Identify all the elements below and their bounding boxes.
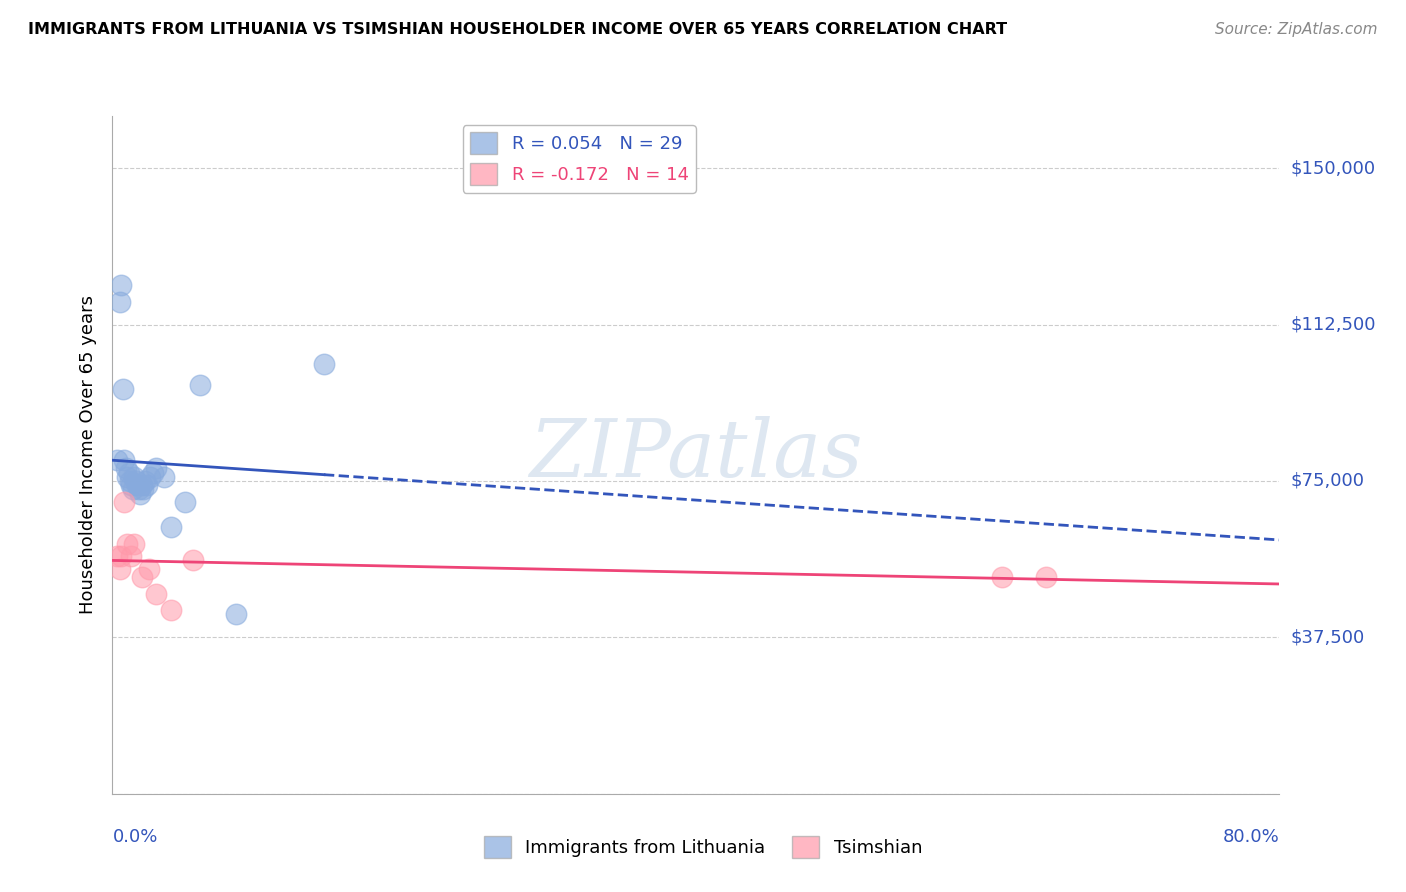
Point bbox=[134, 474, 156, 488]
Text: $150,000: $150,000 bbox=[1291, 159, 1375, 178]
Point bbox=[122, 483, 145, 497]
Point bbox=[110, 549, 132, 563]
Text: $112,500: $112,500 bbox=[1291, 316, 1376, 334]
Point bbox=[160, 603, 183, 617]
Point bbox=[1035, 570, 1057, 584]
Point bbox=[145, 587, 167, 601]
Point bbox=[131, 478, 153, 492]
Point bbox=[174, 495, 197, 509]
Point bbox=[125, 474, 148, 488]
Point bbox=[181, 553, 204, 567]
Point bbox=[105, 453, 128, 467]
Point bbox=[110, 277, 132, 292]
Point bbox=[128, 483, 150, 497]
Point bbox=[117, 466, 139, 480]
Point bbox=[124, 536, 146, 550]
Point bbox=[138, 561, 160, 575]
Text: ZIPatlas: ZIPatlas bbox=[529, 417, 863, 493]
Point bbox=[129, 486, 152, 500]
Text: Source: ZipAtlas.com: Source: ZipAtlas.com bbox=[1215, 22, 1378, 37]
Point bbox=[118, 474, 141, 488]
Point bbox=[312, 357, 335, 371]
Point bbox=[132, 483, 155, 497]
Point bbox=[124, 470, 146, 484]
Text: 80.0%: 80.0% bbox=[1223, 828, 1279, 846]
Point bbox=[145, 461, 167, 475]
Point bbox=[115, 470, 138, 484]
Point bbox=[136, 478, 159, 492]
Point bbox=[991, 570, 1014, 584]
Legend: R = 0.054   N = 29, R = -0.172   N = 14: R = 0.054 N = 29, R = -0.172 N = 14 bbox=[463, 125, 696, 193]
Point bbox=[111, 382, 134, 396]
Point bbox=[188, 378, 211, 392]
Point bbox=[105, 549, 128, 563]
Point bbox=[120, 478, 142, 492]
Point bbox=[112, 495, 135, 509]
Point bbox=[114, 461, 136, 475]
Point bbox=[112, 453, 135, 467]
Legend: Immigrants from Lithuania, Tsimshian: Immigrants from Lithuania, Tsimshian bbox=[477, 829, 929, 865]
Point bbox=[127, 478, 149, 492]
Point bbox=[108, 294, 131, 309]
Point bbox=[152, 470, 174, 484]
Text: 0.0%: 0.0% bbox=[112, 828, 157, 846]
Point bbox=[131, 570, 153, 584]
Point bbox=[108, 561, 131, 575]
Point bbox=[225, 607, 247, 622]
Point bbox=[142, 466, 165, 480]
Text: IMMIGRANTS FROM LITHUANIA VS TSIMSHIAN HOUSEHOLDER INCOME OVER 65 YEARS CORRELAT: IMMIGRANTS FROM LITHUANIA VS TSIMSHIAN H… bbox=[28, 22, 1007, 37]
Point bbox=[120, 549, 142, 563]
Point bbox=[139, 470, 162, 484]
Text: $37,500: $37,500 bbox=[1291, 629, 1365, 647]
Y-axis label: Householder Income Over 65 years: Householder Income Over 65 years bbox=[79, 295, 97, 615]
Point bbox=[160, 520, 183, 534]
Text: $75,000: $75,000 bbox=[1291, 472, 1365, 490]
Point bbox=[115, 536, 138, 550]
